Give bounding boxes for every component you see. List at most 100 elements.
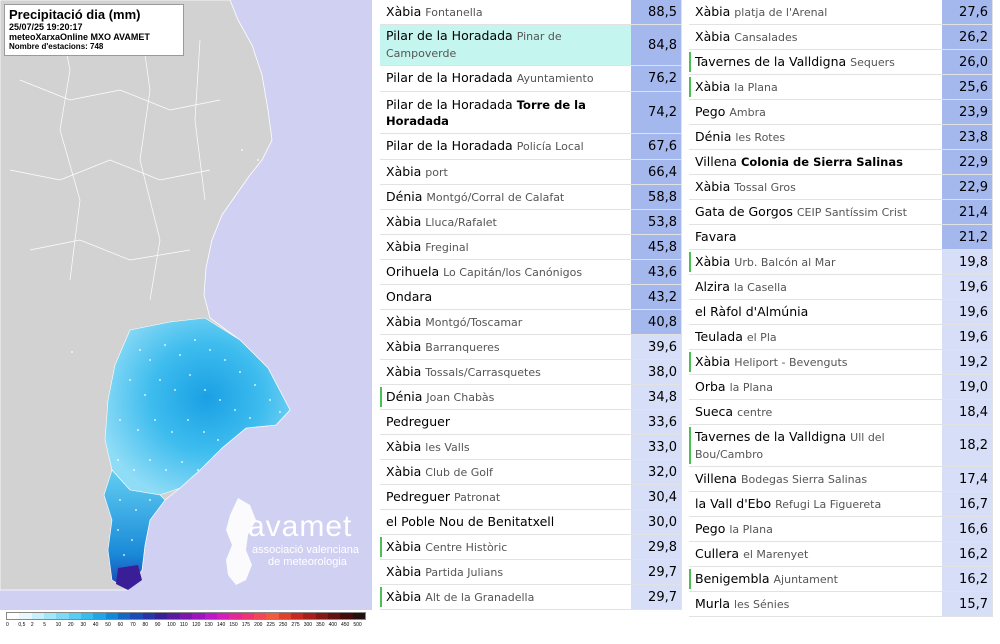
station-row[interactable]: Tavernes de la Valldigna Sequers 26,0: [689, 50, 993, 75]
station-row[interactable]: Xàbia Cansalades 26,2: [689, 25, 993, 50]
station-row[interactable]: Xàbia la Plana 25,6: [689, 75, 993, 100]
station-location: Freginal: [425, 240, 469, 254]
station-row[interactable]: Ondara 43,2: [380, 285, 682, 310]
station-row[interactable]: Favara 21,2: [689, 225, 993, 250]
station-precipitation-value: 16,6: [942, 517, 992, 541]
station-location: platja de l'Arenal: [734, 5, 828, 19]
station-municipality: Dénia: [695, 128, 732, 144]
station-row[interactable]: Xàbia Centre Històric 29,8: [380, 535, 682, 560]
station-precipitation-value: 33,6: [631, 410, 681, 434]
station-location: Montgó/Toscamar: [425, 315, 523, 329]
station-row[interactable]: Xàbia Freginal 45,8: [380, 235, 682, 260]
station-municipality: Villena: [695, 154, 737, 169]
station-row[interactable]: Pego la Plana 16,6: [689, 517, 993, 542]
legend-swatch: [93, 613, 106, 619]
legend-label: 110: [179, 622, 188, 628]
station-row[interactable]: el Poble Nou de Benitatxell 30,0: [380, 510, 682, 535]
station-precipitation-value: 43,2: [631, 285, 681, 309]
station-row[interactable]: Pilar de la Horadada Pinar de Campoverde 8…: [380, 25, 682, 66]
station-location: Patronat: [453, 490, 501, 504]
station-precipitation-value: 38,0: [631, 360, 681, 384]
station-row[interactable]: Xàbia Partida Julians 29,7: [380, 560, 682, 585]
legend-label: 225: [266, 622, 275, 628]
station-row[interactable]: Murla les Sénies 15,7: [689, 592, 993, 617]
precipitation-map-panel: Precipitació dia (mm) 25/07/25 19:20:17 …: [0, 0, 372, 644]
logo-tagline-2: de meteorologia: [268, 556, 347, 568]
station-row[interactable]: Xàbia les Valls 33,0: [380, 435, 682, 460]
station-row[interactable]: Pedreguer 33,6: [380, 410, 682, 435]
station-row[interactable]: Tavernes de la Valldigna Ull del Bou/Camb…: [689, 425, 993, 467]
station-name-cell: Favara: [689, 229, 942, 245]
station-location: les Rotes: [735, 130, 786, 144]
station-row[interactable]: Xàbia Tossals/Carrasquetes 38,0: [380, 360, 682, 385]
station-precipitation-value: 16,2: [942, 542, 992, 566]
station-row[interactable]: Xàbia port 66,4: [380, 160, 682, 185]
station-row[interactable]: Xàbia Montgó/Toscamar 40,8: [380, 310, 682, 335]
station-row[interactable]: el Ràfol d'Almúnia 19,6: [689, 300, 993, 325]
station-row[interactable]: Villena Colonia de Sierra Salinas 22,9: [689, 150, 993, 175]
station-row[interactable]: Dénia les Rotes 23,8: [689, 125, 993, 150]
station-row[interactable]: Xàbia Lluca/Rafalet 53,8: [380, 210, 682, 235]
station-precipitation-value: 18,2: [942, 425, 992, 466]
station-row[interactable]: Orihuela Lo Capitán/los Canónigos 43,6: [380, 260, 682, 285]
station-name-cell: Pilar de la Horadada Pinar de Campoverde: [380, 28, 631, 62]
legend-label: 10: [55, 622, 62, 628]
station-row[interactable]: Benigembla Ajuntament 16,2: [689, 567, 993, 592]
station-name-cell: Xàbia Partida Julians: [380, 564, 631, 581]
station-precipitation-value: 76,2: [631, 66, 681, 91]
station-row[interactable]: Alzira la Casella 19,6: [689, 275, 993, 300]
station-name-cell: Cullera el Marenyet: [689, 546, 942, 563]
station-row[interactable]: Villena Bodegas Sierra Salinas 17,4: [689, 467, 993, 492]
station-name-cell: Pilar de la Horadada Ayuntamiento: [380, 70, 631, 87]
station-row[interactable]: Xàbia Tossal Gros 22,9: [689, 175, 993, 200]
station-row[interactable]: Xàbia Fontanella 88,5: [380, 0, 682, 25]
station-name-cell: Xàbia Centre Històric: [380, 539, 631, 556]
station-row[interactable]: Xàbia Club de Golf 32,0: [380, 460, 682, 485]
station-row[interactable]: Pedreguer Patronat 30,4: [380, 485, 682, 510]
station-municipality: Murla: [695, 595, 730, 611]
station-precipitation-value: 21,4: [942, 200, 992, 224]
station-row[interactable]: Pilar de la Horadada Policía Local 67,6: [380, 134, 682, 160]
station-municipality: Villena: [695, 470, 737, 486]
station-row[interactable]: Xàbia Alt de la Granadella 29,7: [380, 585, 682, 610]
station-row[interactable]: Xàbia platja de l'Arenal 27,6: [689, 0, 993, 25]
station-name-cell: Xàbia Barranqueres: [380, 339, 631, 356]
station-row[interactable]: Pilar de la Horadada Torre de la Horadada…: [380, 92, 682, 134]
station-location: Ull del Bou/Cambro: [695, 430, 885, 461]
legend-swatch: [352, 613, 365, 619]
legend-label: 120: [192, 622, 201, 628]
station-name-cell: Xàbia la Plana: [689, 79, 942, 96]
station-precipitation-value: 26,0: [942, 50, 992, 74]
station-location: Bodegas Sierra Salinas: [740, 472, 868, 486]
station-row[interactable]: Orba la Plana 19,0: [689, 375, 993, 400]
station-location: Fontanella: [425, 5, 483, 19]
station-location: Alt de la Granadella: [425, 590, 535, 604]
station-municipality: Pego: [695, 103, 726, 119]
station-municipality: Xàbia: [386, 313, 422, 329]
station-row[interactable]: Pego Ambra 23,9: [689, 100, 993, 125]
station-row[interactable]: Cullera el Marenyet 16,2: [689, 542, 993, 567]
station-row[interactable]: Pilar de la Horadada Ayuntamiento 76,2: [380, 66, 682, 92]
station-row[interactable]: Sueca centre 18,4: [689, 400, 993, 425]
precipitation-map[interactable]: [0, 0, 372, 610]
legend-swatch: [290, 613, 304, 619]
station-row[interactable]: Xàbia Urb. Balcón al Mar 19,8: [689, 250, 993, 275]
station-row[interactable]: Xàbia Barranqueres 39,6: [380, 335, 682, 360]
station-municipality: Orihuela: [386, 263, 440, 279]
station-row[interactable]: Teulada el Pla 19,6: [689, 325, 993, 350]
station-row[interactable]: Xàbia Heliport - Bevenguts 19,2: [689, 350, 993, 375]
station-precipitation-value: 21,2: [942, 225, 992, 249]
station-location: la Plana: [734, 80, 778, 94]
station-row[interactable]: Dénia Montgó/Corral de Calafat 58,8: [380, 185, 682, 210]
station-municipality: Pedreguer: [386, 414, 450, 429]
legend-swatch: [105, 613, 119, 619]
station-name-cell: Xàbia Heliport - Bevenguts: [689, 354, 942, 371]
map-source: meteoXarxaOnline MXO AVAMET: [9, 32, 150, 42]
station-row[interactable]: la Vall d'Ebo Refugi La Figuereta 16,7: [689, 492, 993, 517]
station-municipality: Xàbia: [386, 163, 422, 179]
station-location: les Valls: [425, 440, 470, 454]
station-row[interactable]: Gata de Gorgos CEIP Santíssim Crist 21,4: [689, 200, 993, 225]
station-name-cell: Gata de Gorgos CEIP Santíssim Crist: [689, 204, 942, 221]
station-row[interactable]: Dénia Joan Chabàs 34,8: [380, 385, 682, 410]
station-municipality: Xàbia: [695, 3, 731, 19]
